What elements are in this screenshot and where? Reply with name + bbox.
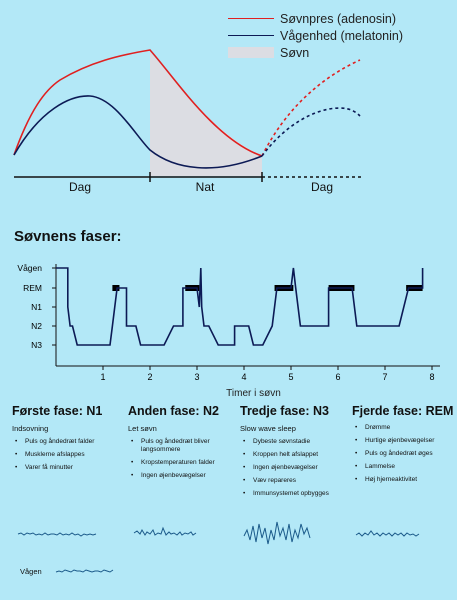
phase-n2: Anden fase: N2 Let søvn Puls og åndedræt… xyxy=(128,404,240,485)
legend-item-pressure: Søvnpres (adenosin) xyxy=(228,10,453,27)
list-item: Puls og åndedræt falder xyxy=(15,438,124,446)
legend: Søvnpres (adenosin) Vågenhed (melatonin)… xyxy=(228,10,453,61)
rem-period-0 xyxy=(112,285,120,291)
alertness-curve xyxy=(13,95,263,169)
y-tick-label-3: N2 xyxy=(31,321,42,331)
wave-awake xyxy=(55,569,114,573)
wave-n3 xyxy=(243,521,311,545)
wave-n1 xyxy=(17,532,97,537)
phase-rem: Fjerde fase: REM Drømme Hurtige øjenbevæ… xyxy=(352,404,456,489)
phase-subtitle: Indsovning xyxy=(12,424,49,433)
timeline-label-night: Nat xyxy=(196,180,215,194)
list-item: Kroppen helt afslappet xyxy=(243,451,352,459)
legend-item-alertness: Vågenhed (melatonin) xyxy=(228,27,453,44)
x-tick-label-6: 7 xyxy=(382,372,387,382)
list-item: Immunsystemet opbygges xyxy=(243,490,352,498)
y-tick-label-2: N1 xyxy=(31,302,42,312)
legend-label-alertness: Vågenhed (melatonin) xyxy=(280,28,403,43)
wave-n2 xyxy=(133,526,197,536)
wave-rem xyxy=(355,530,420,537)
pressure-curve-forecast xyxy=(261,59,361,157)
phase-subtitle: Let søvn xyxy=(128,424,157,433)
list-item: Lammelse xyxy=(355,463,456,471)
x-tick-label-3: 4 xyxy=(241,372,246,382)
pressure-curve xyxy=(13,49,263,157)
list-item: Ingen øjenbevægelser xyxy=(243,464,352,472)
phase-list: Puls og åndedræt bliver langsommere Krop… xyxy=(128,438,240,480)
x-tick-label-1: 2 xyxy=(147,372,152,382)
awake-wave-label: Vågen xyxy=(20,567,42,576)
x-axis-title: Timer i søvn xyxy=(226,388,281,399)
list-item: Væv repareres xyxy=(243,477,352,485)
phase-title: Første fase: N1 xyxy=(12,404,103,418)
x-tick-label-5: 6 xyxy=(335,372,340,382)
hypnogram: Vågen REM N1 N2 N3 1 2 3 4 5 6 7 8 xyxy=(17,263,440,382)
list-item: Drømme xyxy=(355,424,456,432)
phase-subtitle: Slow wave sleep xyxy=(240,424,296,433)
phase-list: Drømme Hurtige øjenbevægelser Puls og ån… xyxy=(352,424,456,484)
x-tick-label-2: 3 xyxy=(194,372,199,382)
y-tick-label-1: REM xyxy=(23,283,42,293)
legend-swatch-pressure xyxy=(228,18,274,19)
list-item: Dybeste søvnstadie xyxy=(243,438,352,446)
list-item: Puls og åndedræt bliver langsommere xyxy=(131,438,240,454)
legend-item-sleep: Søvn xyxy=(228,44,453,61)
legend-label-sleep: Søvn xyxy=(280,45,310,60)
legend-swatch-sleep xyxy=(228,47,274,58)
timeline-label-day-2: Dag xyxy=(311,180,333,194)
list-item: Hurtige øjenbevægelser xyxy=(355,437,456,445)
sleep-shaded-area xyxy=(150,52,262,176)
x-tick-label-7: 8 xyxy=(429,372,434,382)
list-item: Ingen øjenbevægelser xyxy=(131,472,240,480)
phase-list: Dybeste søvnstadie Kroppen helt afslappe… xyxy=(240,438,352,498)
phase-title: Tredje fase: N3 xyxy=(240,404,329,418)
legend-swatch-alertness xyxy=(228,35,274,36)
x-tick-label-0: 1 xyxy=(100,372,105,382)
timeline-label-day-1: Dag xyxy=(69,180,91,194)
list-item: Musklerne afslappes xyxy=(15,451,124,459)
y-tick-label-4: N3 xyxy=(31,340,42,350)
list-item: Kropstemperaturen falder xyxy=(131,459,240,467)
list-item: Puls og åndedræt øges xyxy=(355,450,456,458)
phase-list: Puls og åndedræt falder Musklerne afslap… xyxy=(12,438,124,472)
section-title: Søvnens faser: xyxy=(14,228,122,245)
phase-title: Fjerde fase: REM xyxy=(352,404,454,418)
list-item: Varer få minutter xyxy=(15,464,124,472)
phase-n3: Tredje fase: N3 Slow wave sleep Dybeste … xyxy=(240,404,352,503)
list-item: Høj hjerneaktivitet xyxy=(355,476,456,484)
phase-title: Anden fase: N2 xyxy=(128,404,219,418)
phase-n1: Første fase: N1 Indsovning Puls og ånded… xyxy=(12,404,124,477)
legend-label-pressure: Søvnpres (adenosin) xyxy=(280,11,397,26)
y-tick-label-0: Vågen xyxy=(17,263,42,273)
x-tick-label-4: 5 xyxy=(288,372,293,382)
alertness-curve-forecast xyxy=(261,107,361,157)
hypnogram-line xyxy=(56,267,424,346)
sleep-shaded-area-lower xyxy=(150,52,262,176)
